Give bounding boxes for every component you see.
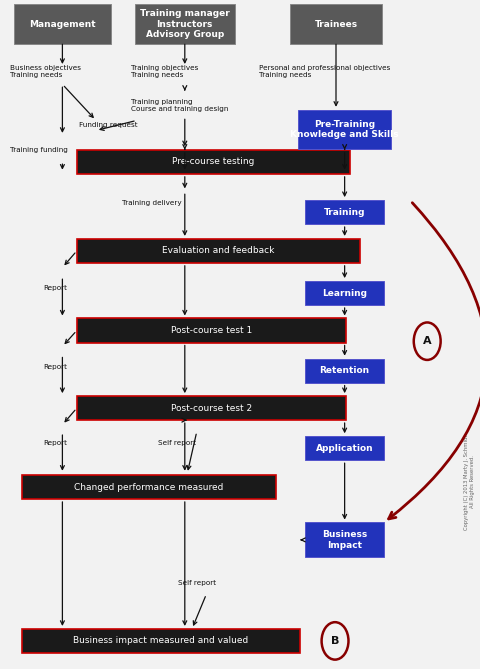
Text: Self report: Self report: [178, 581, 216, 586]
Text: Report: Report: [43, 440, 67, 446]
Text: Post-course test 1: Post-course test 1: [170, 326, 252, 335]
Text: Copyright (C) 2013 Marty J. Schmidt.
All Rights Reserved.: Copyright (C) 2013 Marty J. Schmidt. All…: [464, 433, 475, 531]
Text: Pre-course testing: Pre-course testing: [172, 157, 255, 167]
Text: Personal and professional objectives
Training needs: Personal and professional objectives Tra…: [259, 65, 391, 78]
Text: Training planning
Course and training design: Training planning Course and training de…: [131, 98, 228, 112]
FancyBboxPatch shape: [305, 522, 384, 557]
Text: Application: Application: [316, 444, 373, 453]
Text: Self report: Self report: [158, 440, 196, 446]
Text: Training: Training: [324, 207, 365, 217]
FancyBboxPatch shape: [77, 318, 346, 343]
FancyBboxPatch shape: [77, 239, 360, 263]
Text: Training objectives
Training needs: Training objectives Training needs: [131, 65, 198, 78]
Text: Business objectives
Training needs: Business objectives Training needs: [10, 65, 81, 78]
Text: Changed performance measured: Changed performance measured: [74, 482, 224, 492]
FancyBboxPatch shape: [77, 150, 350, 174]
Text: Post-course test 2: Post-course test 2: [170, 403, 252, 413]
FancyBboxPatch shape: [305, 200, 384, 224]
Circle shape: [322, 622, 348, 660]
Text: Business
Impact: Business Impact: [322, 531, 367, 549]
Text: Training delivery: Training delivery: [122, 200, 182, 205]
FancyBboxPatch shape: [305, 436, 384, 460]
Text: Funding request: Funding request: [79, 122, 138, 128]
Text: Report: Report: [43, 286, 67, 291]
Text: Training funding: Training funding: [10, 147, 68, 153]
Text: Pre-Training
Knowledge and Skills: Pre-Training Knowledge and Skills: [290, 120, 399, 139]
FancyBboxPatch shape: [298, 110, 391, 149]
FancyBboxPatch shape: [77, 396, 346, 420]
FancyBboxPatch shape: [305, 359, 384, 383]
Text: B: B: [331, 636, 339, 646]
Circle shape: [414, 322, 441, 360]
FancyBboxPatch shape: [135, 4, 235, 44]
FancyBboxPatch shape: [22, 475, 276, 499]
Text: Trainees: Trainees: [314, 19, 358, 29]
Text: Evaluation and feedback: Evaluation and feedback: [162, 246, 275, 256]
Text: Report: Report: [43, 364, 67, 369]
Text: A: A: [423, 337, 432, 346]
Text: Retention: Retention: [320, 366, 370, 375]
FancyBboxPatch shape: [305, 281, 384, 305]
Text: Management: Management: [29, 19, 96, 29]
Text: Learning: Learning: [322, 288, 367, 298]
FancyBboxPatch shape: [289, 4, 382, 44]
Text: Business impact measured and valued: Business impact measured and valued: [73, 636, 249, 646]
Text: Training manager
Instructors
Advisory Group: Training manager Instructors Advisory Gr…: [140, 9, 229, 39]
FancyBboxPatch shape: [22, 629, 300, 653]
FancyBboxPatch shape: [13, 4, 111, 44]
